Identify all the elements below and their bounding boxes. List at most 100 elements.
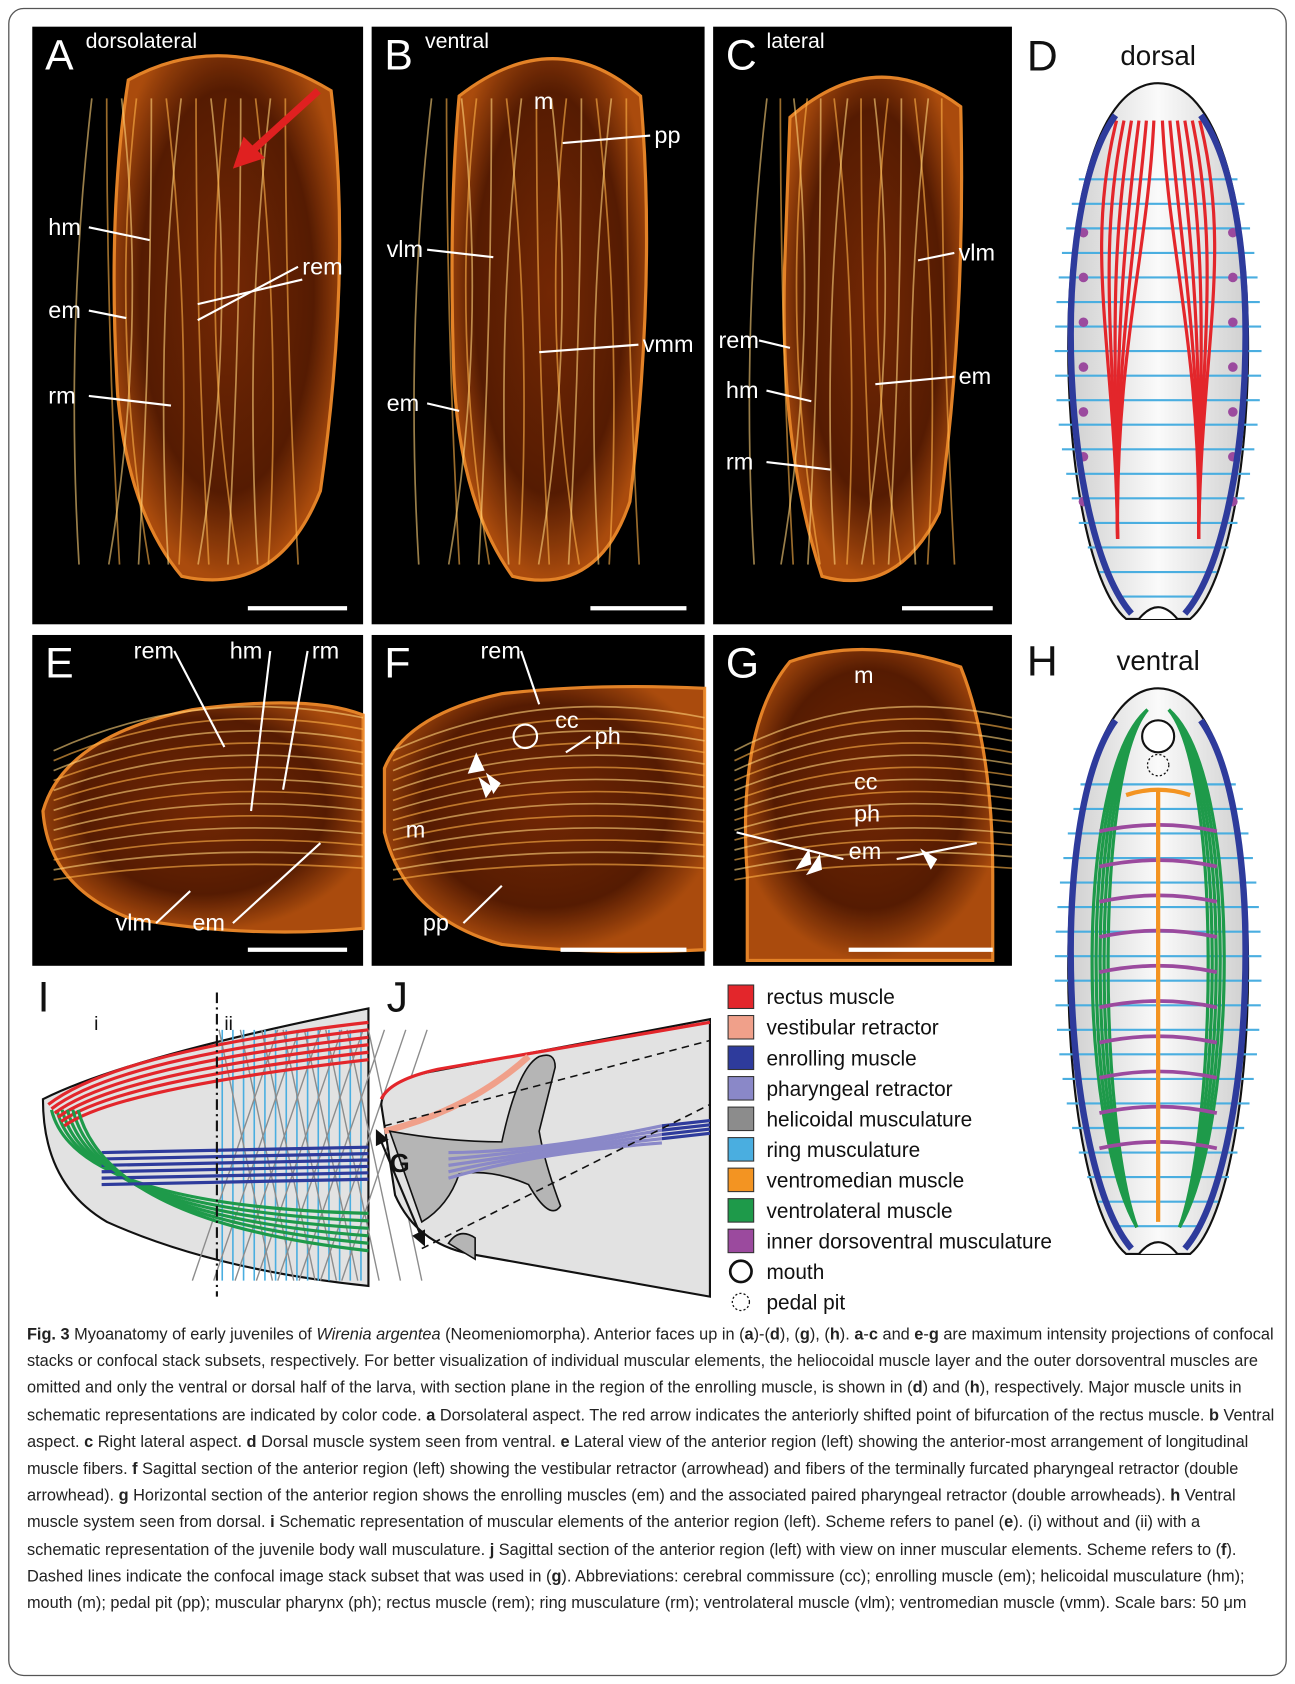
caption-text: g (800, 1325, 810, 1343)
caption-text: a (426, 1406, 435, 1424)
caption-text: a (745, 1325, 754, 1343)
panel-letter: I (38, 974, 50, 1022)
caption-text: d (247, 1433, 257, 1451)
page: AdorsolateralhmrememrmBventralmppvlmvmme… (0, 0, 1295, 1684)
caption-text: Schematic representation of muscular ele… (275, 1514, 1005, 1532)
caption-text: g (551, 1567, 561, 1585)
annotation: rem (718, 327, 758, 353)
caption-text: e (1004, 1514, 1013, 1532)
image-panel: Clateralvlmrememhmrm (713, 27, 1012, 625)
schematic-i: Iiii (38, 974, 428, 1297)
caption: Fig. 3 Myoanatomy of early juveniles of … (27, 1321, 1278, 1617)
panel-letter: D (1027, 32, 1058, 80)
panel-letter: B (384, 31, 412, 79)
caption-text: Myoanatomy of early juveniles of (70, 1325, 317, 1343)
legend-swatch (728, 1077, 754, 1100)
caption-text: b (1209, 1406, 1219, 1424)
annotation: m (406, 817, 426, 843)
annotation: vlm (116, 910, 153, 936)
annotation: rem (302, 253, 342, 279)
annotation: m (534, 88, 554, 114)
pedal (448, 1234, 475, 1260)
annotation: rm (312, 637, 339, 663)
caption-text: ), ( (810, 1325, 830, 1343)
view-label: ventral (1117, 645, 1200, 676)
panel-letter: F (384, 640, 410, 688)
panel-letter: E (45, 640, 73, 688)
caption-text: e (914, 1325, 923, 1343)
legend-label: inner dorsoventral musculature (766, 1230, 1052, 1253)
legend-label: mouth (766, 1261, 824, 1284)
caption-text: d (913, 1379, 923, 1397)
view-label: dorsal (1120, 40, 1196, 71)
annotation: vmm (643, 331, 694, 357)
legend-swatch (728, 1107, 754, 1130)
dv-dot (1228, 317, 1238, 327)
panel-letter: J (387, 974, 408, 1022)
caption-text: g (929, 1325, 939, 1343)
annotation: pp (654, 122, 680, 148)
legend-swatch (728, 985, 754, 1008)
dv-dot (1079, 362, 1089, 372)
caption-text: ) and ( (923, 1379, 970, 1397)
caption-text: Right lateral aspect. (93, 1433, 246, 1451)
legend-marker (732, 1293, 749, 1310)
panel-letter: C (726, 31, 757, 79)
legend-label: pharyngeal retractor (766, 1078, 952, 1101)
dv-dot (1079, 407, 1089, 417)
view-label: lateral (766, 29, 824, 53)
panel-letter: H (1027, 638, 1058, 686)
legend-marker (730, 1261, 751, 1282)
caption-text: Sagittal section of the anterior region … (494, 1541, 1221, 1559)
annotation: ii (224, 1014, 233, 1035)
annotation: cc (555, 707, 579, 733)
legend-label: ventrolateral muscle (766, 1200, 952, 1223)
panel-letter: A (45, 31, 74, 79)
dv-dot (1228, 273, 1238, 283)
legend-swatch (728, 1138, 754, 1161)
legend-label: pedal pit (766, 1291, 845, 1314)
legend-swatch (728, 1199, 754, 1222)
caption-text: d (770, 1325, 780, 1343)
schematic: Ddorsal (1027, 32, 1262, 619)
annotation: rm (48, 382, 75, 408)
caption-text: h (830, 1325, 840, 1343)
annotation: hm (48, 214, 81, 240)
view-label: ventral (425, 29, 489, 53)
dv-dot (1079, 317, 1089, 327)
annotation: em (959, 363, 992, 389)
legend-swatch (728, 1168, 754, 1191)
caption-text: Dorsolateral aspect. The red arrow indic… (435, 1406, 1209, 1424)
legend-swatch (728, 1046, 754, 1069)
schematic: Hventral (1027, 638, 1262, 1254)
panel-letter: G (726, 640, 759, 688)
caption-text: c (84, 1433, 93, 1451)
caption-text: Dorsal muscle system seen from ventral. (257, 1433, 561, 1451)
view-label: dorsolateral (86, 29, 197, 53)
legend-swatch (728, 1016, 754, 1039)
caption-text: ), ( (780, 1325, 800, 1343)
legend-label: rectus muscle (766, 986, 894, 1009)
annotation: hm (230, 637, 263, 663)
caption-text: and (878, 1325, 914, 1343)
caption-text: g (119, 1487, 129, 1505)
image-panel: Gmccphem (713, 635, 1012, 966)
annotation: em (192, 910, 225, 936)
legend-label: helicoidal musculature (766, 1108, 972, 1131)
caption-text: )-( (754, 1325, 770, 1343)
caption-text: Wirenia argentea (316, 1325, 440, 1343)
legend-label: ventromedian muscle (766, 1169, 964, 1192)
annotation: vlm (959, 239, 996, 265)
legend-swatch (728, 1229, 754, 1252)
annotation: rem (134, 637, 174, 663)
caption-text: Fig. 3 (27, 1325, 70, 1343)
dv-dot (1228, 362, 1238, 372)
dv-dot (1079, 273, 1089, 283)
annotation: vlm (387, 236, 424, 262)
annotation: m (854, 662, 874, 688)
caption-text: (Neomeniomorpha). Anterior faces up in ( (441, 1325, 745, 1343)
caption-text: h (1170, 1487, 1180, 1505)
caption-text: a (854, 1325, 863, 1343)
annotation: ph (595, 723, 621, 749)
